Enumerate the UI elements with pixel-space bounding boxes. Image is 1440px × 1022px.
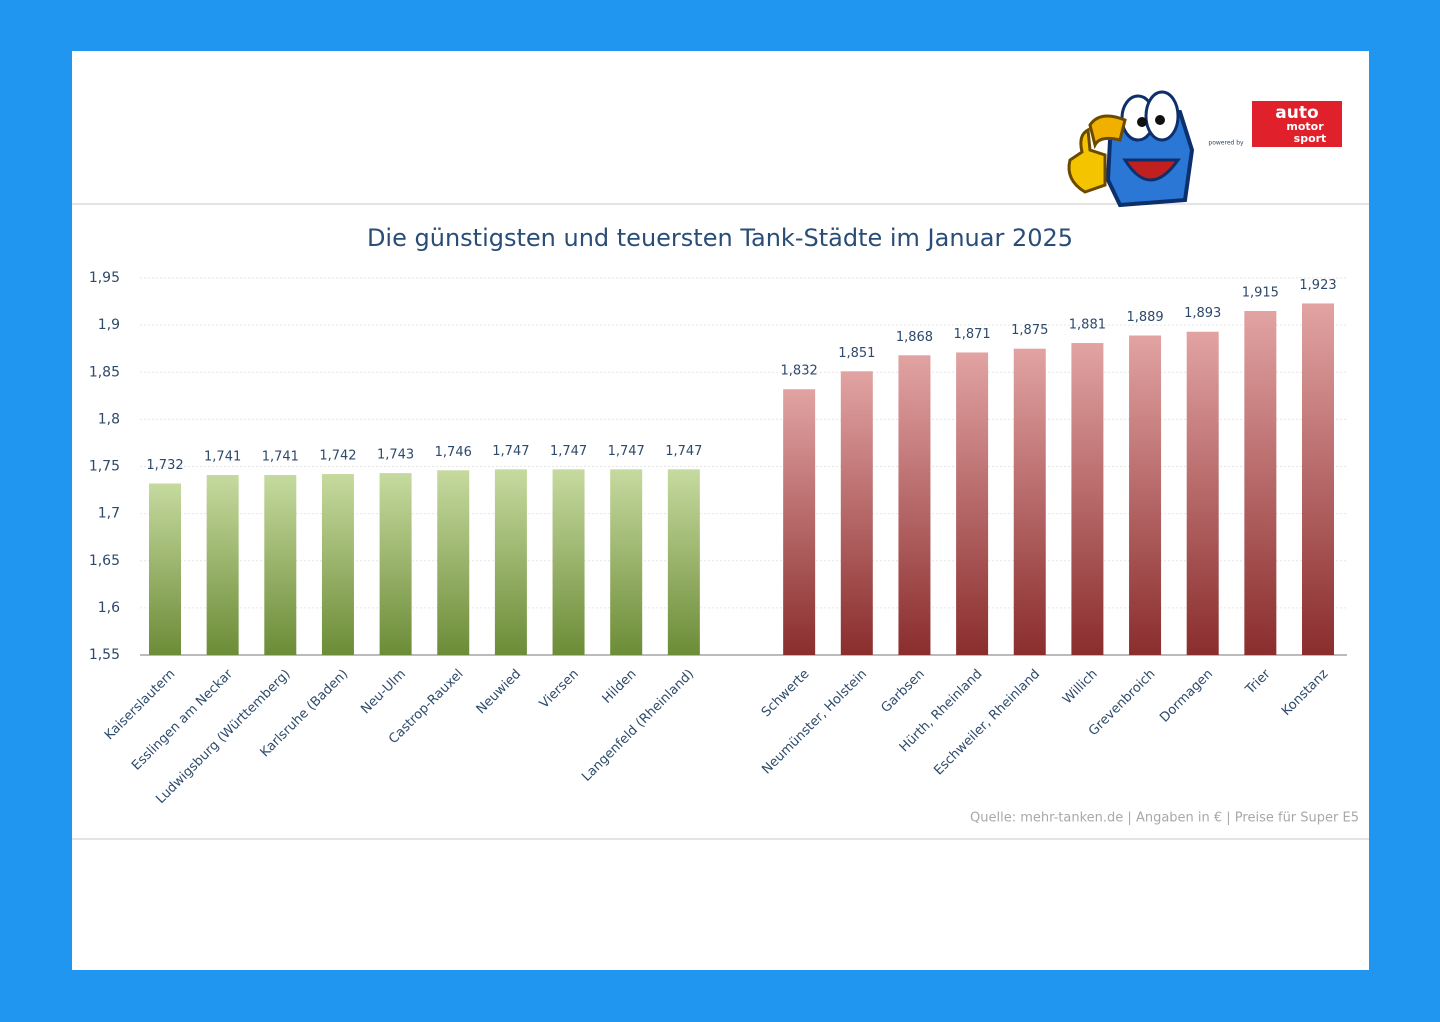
y-tick-label: 1,8 — [98, 411, 120, 427]
bar — [1013, 348, 1046, 655]
value-label: 1,732 — [146, 458, 183, 473]
brand-logo — [1252, 101, 1342, 147]
y-tick-label: 1,95 — [89, 270, 120, 286]
bar — [956, 352, 989, 655]
value-label: 1,868 — [896, 330, 933, 345]
bar — [667, 469, 700, 655]
bar — [1071, 343, 1104, 655]
value-label: 1,915 — [1242, 285, 1279, 300]
value-label: 1,893 — [1184, 306, 1221, 321]
bar — [1302, 303, 1334, 655]
value-label: 1,881 — [1069, 318, 1106, 333]
y-tick-label: 1,9 — [98, 317, 120, 333]
bar — [610, 469, 643, 655]
y-tick-label: 1,6 — [98, 600, 120, 616]
chart-title: Die günstigsten und teuersten Tank-Städt… — [367, 224, 1073, 252]
y-tick-label: 1,85 — [89, 364, 120, 380]
value-label: 1,923 — [1299, 278, 1336, 293]
bar — [264, 474, 297, 655]
brand-text: sport — [1294, 132, 1327, 145]
bar — [321, 474, 354, 655]
value-label: 1,889 — [1126, 310, 1163, 325]
y-tick-label: 1,65 — [89, 553, 120, 569]
value-label: 1,741 — [262, 449, 299, 464]
value-label: 1,743 — [377, 448, 414, 463]
y-tick-label: 1,75 — [89, 459, 120, 475]
bar — [494, 469, 527, 655]
mascot — [1067, 90, 1195, 208]
bar — [783, 389, 816, 655]
bar — [1186, 331, 1219, 655]
bar — [1129, 335, 1162, 655]
bar — [840, 371, 873, 655]
value-label: 1,742 — [319, 449, 356, 464]
value-label: 1,747 — [550, 444, 587, 459]
brand-text: auto — [1275, 103, 1318, 123]
value-label: 1,741 — [204, 449, 241, 464]
bar — [206, 474, 239, 655]
value-label: 1,871 — [953, 327, 990, 342]
value-label: 1,747 — [492, 444, 529, 459]
value-label: 1,746 — [435, 445, 472, 460]
source-note: Quelle: mehr-tanken.de | Angaben in € | … — [970, 811, 1359, 826]
bar — [379, 473, 412, 655]
y-tick-label: 1,55 — [89, 647, 120, 663]
value-label: 1,851 — [838, 346, 875, 361]
value-label: 1,747 — [665, 444, 702, 459]
y-tick-label: 1,7 — [98, 506, 120, 522]
bar — [898, 355, 931, 655]
value-label: 1,875 — [1011, 323, 1048, 338]
bar — [437, 470, 470, 655]
brand-text: motor — [1286, 120, 1324, 133]
value-label: 1,832 — [781, 364, 818, 379]
powered-by: powered by — [1208, 140, 1244, 147]
value-label: 1,747 — [608, 444, 645, 459]
bar — [149, 483, 181, 655]
bar — [1244, 310, 1277, 655]
bar — [552, 469, 585, 655]
